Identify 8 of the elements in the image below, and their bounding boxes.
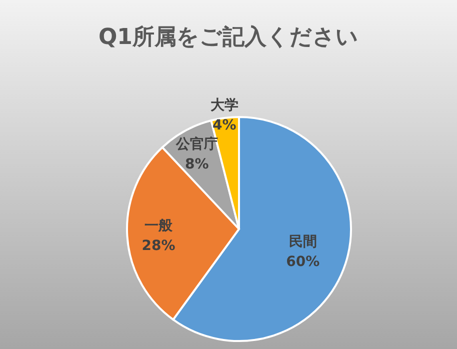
slice-label: 一般 <box>144 218 174 234</box>
data-label: 28% <box>142 238 176 254</box>
slice-label: 民間 <box>288 234 317 250</box>
chart-title: Q1所属をご記入ください <box>97 24 360 52</box>
data-label: 60% <box>286 254 320 270</box>
data-label: 8% <box>185 156 209 172</box>
data-label: 4% <box>212 117 236 134</box>
slice-label: 大学 <box>210 97 238 114</box>
